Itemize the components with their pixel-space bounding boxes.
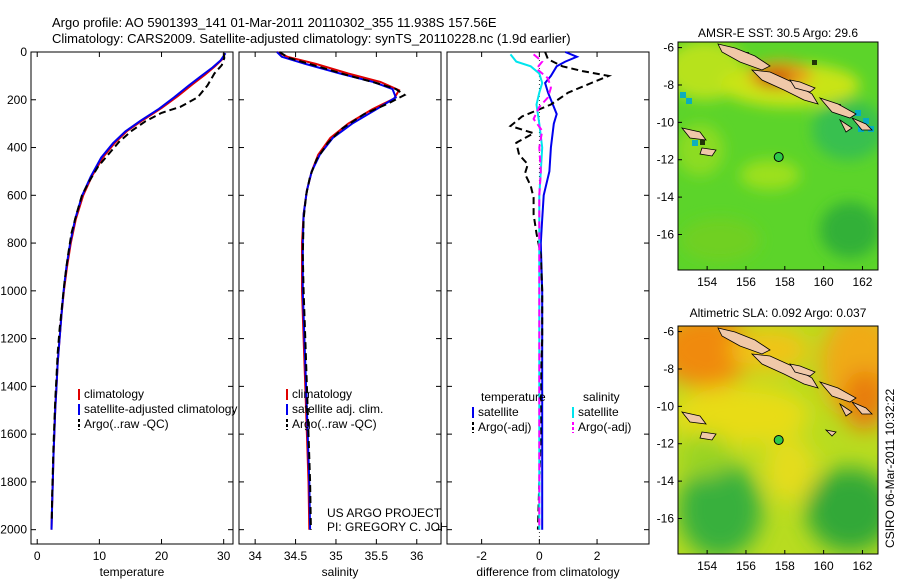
series-line-temperature-argo-adj- (508, 51, 613, 530)
map-x-tick-label: 160 (814, 275, 834, 289)
map-y-tick-label: -12 (657, 437, 675, 451)
legend-label: Argo(..raw -QC) (84, 417, 169, 431)
x-tick-label: 34 (248, 549, 262, 563)
map-y-tick-label: -16 (657, 227, 675, 241)
x-tick-label: 35.5 (365, 549, 389, 563)
sst-argo-marker (773, 152, 784, 162)
y-tick-label: 400 (7, 141, 27, 155)
legend-label: climatology (292, 387, 352, 401)
figure-subtitle: Climatology: CARS2009. Satellite-adjuste… (52, 31, 571, 46)
map-y-tick-label: -10 (657, 399, 675, 413)
x-tick-label: -2 (476, 549, 487, 563)
map-y-tick-label: -16 (657, 511, 675, 525)
series-line-temperature-satellite (539, 51, 580, 530)
x-tick-label: 2 (594, 549, 601, 563)
x-tick-label: 34.5 (284, 549, 308, 563)
legend-title-salinity: salinity (583, 390, 620, 404)
legend-label: satellite (578, 405, 619, 419)
sla-map-panel: Altimetric SLA: 0.092 Argo: 0.037 (657, 306, 879, 573)
x-tick-label: 10 (93, 549, 107, 563)
sla-map-frame (677, 325, 879, 555)
y-tick-label: 1000 (0, 284, 27, 298)
x-axis-label-salinity: salinity (322, 565, 359, 579)
x-tick-label: 36 (410, 549, 424, 563)
legend-label: Argo(-adj) (578, 420, 631, 434)
map-y-tick-label: -8 (663, 362, 674, 376)
project-name: US ARGO PROJECT (327, 506, 442, 520)
map-x-tick-label: 162 (852, 275, 872, 289)
x-axis-label-temperature: temperature (100, 565, 165, 579)
y-tick-label: 1800 (0, 475, 27, 489)
series-line-argo-raw-qc- (50, 53, 226, 521)
sst-map-title: AMSR-E SST: 30.5 Argo: 29.6 (698, 26, 858, 40)
map-x-tick-label: 154 (697, 275, 717, 289)
legend-label: satellite adj. clim. (292, 402, 383, 416)
x-tick-label: 30 (217, 549, 231, 563)
salinity-profile-panel: 34 34.5 35 35.5 36 salinity climatologysatelli… (238, 51, 483, 579)
legend-label: Argo(-adj) (478, 420, 531, 434)
y-tick-label: 800 (7, 236, 27, 250)
map-x-tick-label: 158 (775, 275, 795, 289)
map-y-tick-label: -12 (657, 153, 675, 167)
x-tick-label: 0 (536, 549, 543, 563)
legend-title-temperature: temperature (481, 390, 546, 404)
y-tick-label: 200 (7, 93, 27, 107)
y-tick-label: 1200 (0, 332, 27, 346)
x-tick-label: 35 (329, 549, 343, 563)
x-tick-label: 20 (155, 549, 169, 563)
figure-title: Argo profile: AO 5901393_141 01-Mar-2011… (52, 15, 497, 30)
plot-frame-difference (446, 51, 650, 545)
legend-label: climatology (84, 387, 144, 401)
plot-frame-salinity (238, 51, 442, 545)
map-x-tick-label: 156 (736, 275, 756, 289)
y-tick-label: 600 (7, 188, 27, 202)
temperature-profile-panel: 0 10 20 30 0 200 400 600 800 1000 1200 1400 1600 1800… (0, 45, 237, 579)
x-tick-label: 0 (34, 549, 41, 563)
map-y-tick-label: -14 (657, 474, 675, 488)
map-y-tick-label: -6 (663, 325, 674, 339)
map-x-tick-label: 154 (697, 559, 717, 573)
y-tick-label: 1600 (0, 427, 27, 441)
map-y-tick-label: -6 (663, 41, 674, 55)
y-tick-label: 0 (20, 45, 27, 59)
map-x-tick-label: 160 (814, 559, 834, 573)
series-line-argo-raw-qc- (278, 51, 407, 530)
legend-label: satellite-adjusted climatology (84, 402, 237, 416)
map-x-tick-label: 158 (775, 559, 795, 573)
y-tick-label: 1400 (0, 379, 27, 393)
sst-map-frame (677, 41, 879, 271)
map-y-tick-label: -10 (657, 115, 675, 129)
sla-map-title: Altimetric SLA: 0.092 Argo: 0.037 (690, 306, 867, 320)
legend-label: Argo(..raw -QC) (292, 417, 377, 431)
map-y-tick-label: -14 (657, 190, 675, 204)
map-x-tick-label: 156 (736, 559, 756, 573)
map-x-tick-label: 162 (852, 559, 872, 573)
series-line-salinity-argo-adj- (532, 53, 552, 530)
credit-text: CSIRO 06-Mar-2011 10:32:22 (883, 388, 897, 548)
legend-label: satellite (478, 405, 519, 419)
difference-profile-panel: -2 0 2 difference from climatology temperatu… (446, 51, 650, 579)
map-y-tick-label: -8 (663, 78, 674, 92)
y-tick-label: 2000 (0, 523, 27, 537)
plot-frame-temperature (30, 51, 234, 545)
series-line-salinity-satellite (509, 53, 544, 530)
x-axis-label-difference: difference from climatology (476, 565, 619, 579)
project-pi: PI: GREGORY C. JOHNSON (327, 520, 483, 534)
sla-argo-marker (773, 435, 784, 445)
sst-map-panel: AMSR-E SST: 30.5 Argo: 29.6 (657, 26, 879, 289)
